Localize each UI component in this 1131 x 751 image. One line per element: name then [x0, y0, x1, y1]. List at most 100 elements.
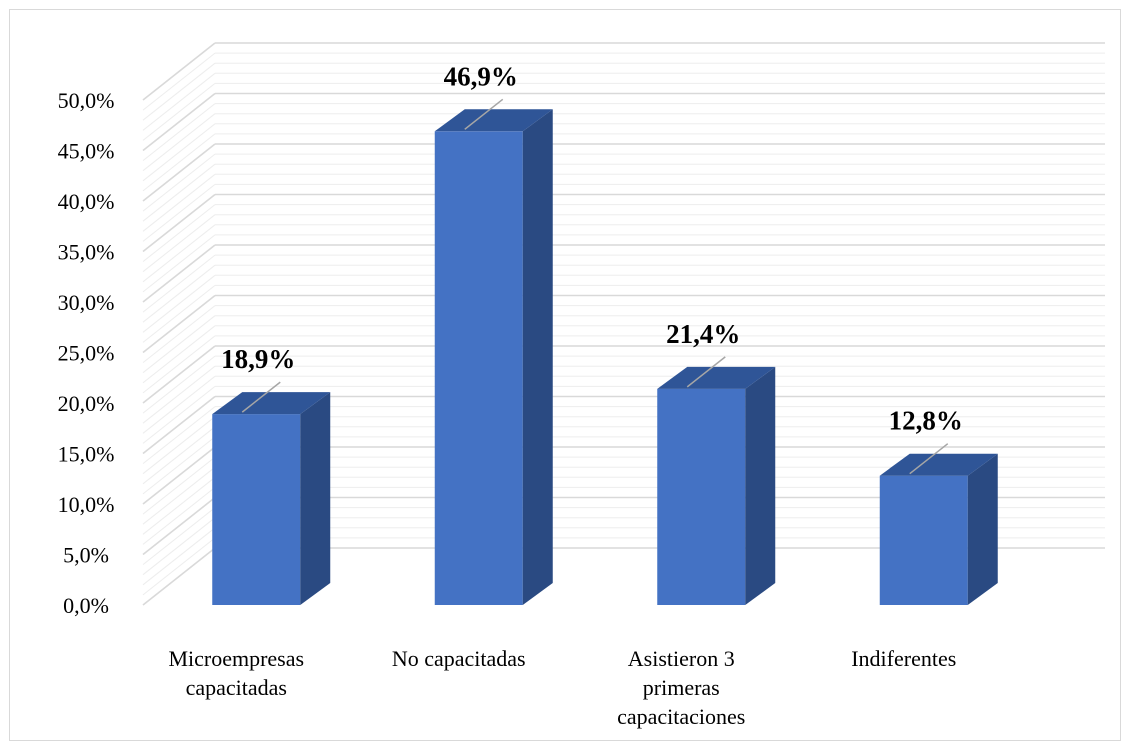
bar-front-face: [212, 414, 301, 605]
bar-front-face: [434, 131, 523, 605]
minor-gridline-side: [142, 62, 216, 121]
minor-gridline-side: [142, 355, 216, 414]
minor-gridline-side: [142, 527, 216, 586]
bar-front-face: [879, 475, 968, 605]
major-gridline-side: [142, 395, 216, 455]
minor-gridline-side: [142, 83, 216, 141]
minor-gridline-side: [142, 537, 216, 596]
y-axis-tick-labels: 0,0% 5,0% 10,0% 15,0% 20,0% 25,0% 30,0% 35,0% 40…: [58, 88, 115, 618]
bar-4: [879, 453, 998, 605]
minor-gridline-side: [142, 476, 216, 535]
bar-side-face: [745, 366, 776, 605]
minor-gridline-side: [142, 123, 216, 182]
data-label: 12,8%: [889, 406, 963, 436]
y-tick-label: 45,0%: [58, 139, 115, 164]
x-tick-label-line: primeras: [643, 675, 720, 700]
bar-top-face: [212, 392, 331, 415]
y-tick-label: 5,0%: [63, 543, 109, 568]
x-tick-label-line: Indiferentes: [851, 646, 956, 671]
bar-3: [657, 366, 776, 605]
x-tick-label: Indiferentes: [851, 646, 956, 671]
minor-gridline-side: [142, 386, 216, 444]
y-tick-label: 30,0%: [58, 290, 115, 315]
major-gridline-side: [142, 547, 216, 606]
bar-side-face: [300, 392, 331, 605]
minor-gridline-side: [142, 184, 216, 242]
y-tick-label: 0,0%: [63, 593, 109, 618]
major-gridline-side: [142, 496, 216, 556]
y-tick-label: 40,0%: [58, 189, 115, 214]
minor-gridline-side: [142, 103, 216, 161]
bar-front-face: [657, 388, 746, 605]
x-tick-label-line: capacitaciones: [617, 704, 745, 729]
minor-gridline-side: [142, 507, 216, 565]
y-tick-label: 50,0%: [58, 88, 115, 113]
x-tick-label-line: capacitadas: [186, 675, 287, 700]
leader-line: [464, 98, 504, 130]
y-tick-label: 35,0%: [58, 240, 115, 265]
leader-line: [686, 356, 726, 388]
major-gridline-side: [142, 244, 216, 303]
major-gridline-side: [142, 294, 216, 354]
bar-top-face: [879, 453, 998, 476]
leader-line: [241, 381, 281, 413]
minor-gridline-side: [142, 214, 216, 273]
minor-gridline-side: [142, 153, 216, 212]
major-gridline-side: [142, 193, 216, 253]
minor-gridline-side: [142, 426, 216, 485]
minor-gridline-side: [142, 163, 216, 222]
major-gridline-side: [142, 92, 216, 152]
minor-gridline-side: [142, 375, 216, 434]
minor-gridline-side: [142, 517, 216, 576]
minor-gridline-side: [142, 234, 216, 293]
x-tick-label: Microempresas capacitadas: [168, 646, 304, 700]
minor-gridline-side: [142, 406, 216, 464]
x-axis-category-labels: Microempresas capacitadas No capacitadas As…: [168, 646, 956, 729]
minor-gridline-side: [142, 173, 216, 232]
x-tick-label-line: Asistieron 3: [628, 646, 735, 671]
bar-1: [212, 392, 331, 605]
minor-gridline-side: [142, 436, 216, 495]
data-labels: 18,9% 46,9% 21,4% 12,8%: [221, 61, 963, 475]
minor-gridline-side: [142, 315, 216, 374]
major-gridline-side: [142, 143, 216, 202]
y-tick-label: 10,0%: [58, 492, 115, 517]
x-tick-label: No capacitadas: [392, 646, 526, 671]
minor-gridline-side: [142, 365, 216, 424]
minor-gridline-side: [142, 305, 216, 363]
major-gridline-side: [142, 446, 216, 505]
leader-line: [909, 443, 949, 475]
minor-gridline-side: [142, 133, 216, 192]
bar-2: [434, 109, 553, 605]
major-gridline-side: [142, 345, 216, 404]
bars: [212, 109, 998, 605]
minor-gridline-side: [142, 285, 216, 343]
minor-gridline-side: [142, 274, 216, 333]
minor-gridline-side: [142, 466, 216, 525]
data-label: 46,9%: [444, 61, 518, 91]
minor-gridline-side: [142, 456, 216, 515]
minor-gridline-side: [142, 204, 216, 262]
x-tick-label-line: No capacitadas: [392, 646, 526, 671]
minor-gridline-side: [142, 335, 216, 394]
data-label: 21,4%: [666, 319, 740, 349]
minor-gridline-side: [142, 416, 216, 475]
y-tick-label: 15,0%: [58, 442, 115, 467]
minor-gridline-side: [142, 325, 216, 384]
bar-top-face: [434, 109, 553, 132]
data-label: 18,9%: [221, 344, 295, 374]
minor-gridline-side: [142, 224, 216, 283]
x-tick-label-line: Microempresas: [168, 646, 304, 671]
minor-gridline-side: [142, 72, 216, 131]
chart-area: 0,0% 5,0% 10,0% 15,0% 20,0% 25,0% 30,0% 35,0% 40…: [9, 9, 1121, 741]
bar-top-face: [657, 366, 776, 389]
y-tick-label: 25,0%: [58, 341, 115, 366]
bar-side-face: [967, 453, 998, 605]
y-tick-label: 20,0%: [58, 391, 115, 416]
bar-side-face: [522, 109, 553, 605]
x-tick-label: Asistieron 3 primeras capacitaciones: [617, 646, 745, 729]
minor-gridline-side: [142, 264, 216, 323]
minor-gridline-side: [142, 113, 216, 172]
major-gridline-side: [142, 42, 216, 101]
